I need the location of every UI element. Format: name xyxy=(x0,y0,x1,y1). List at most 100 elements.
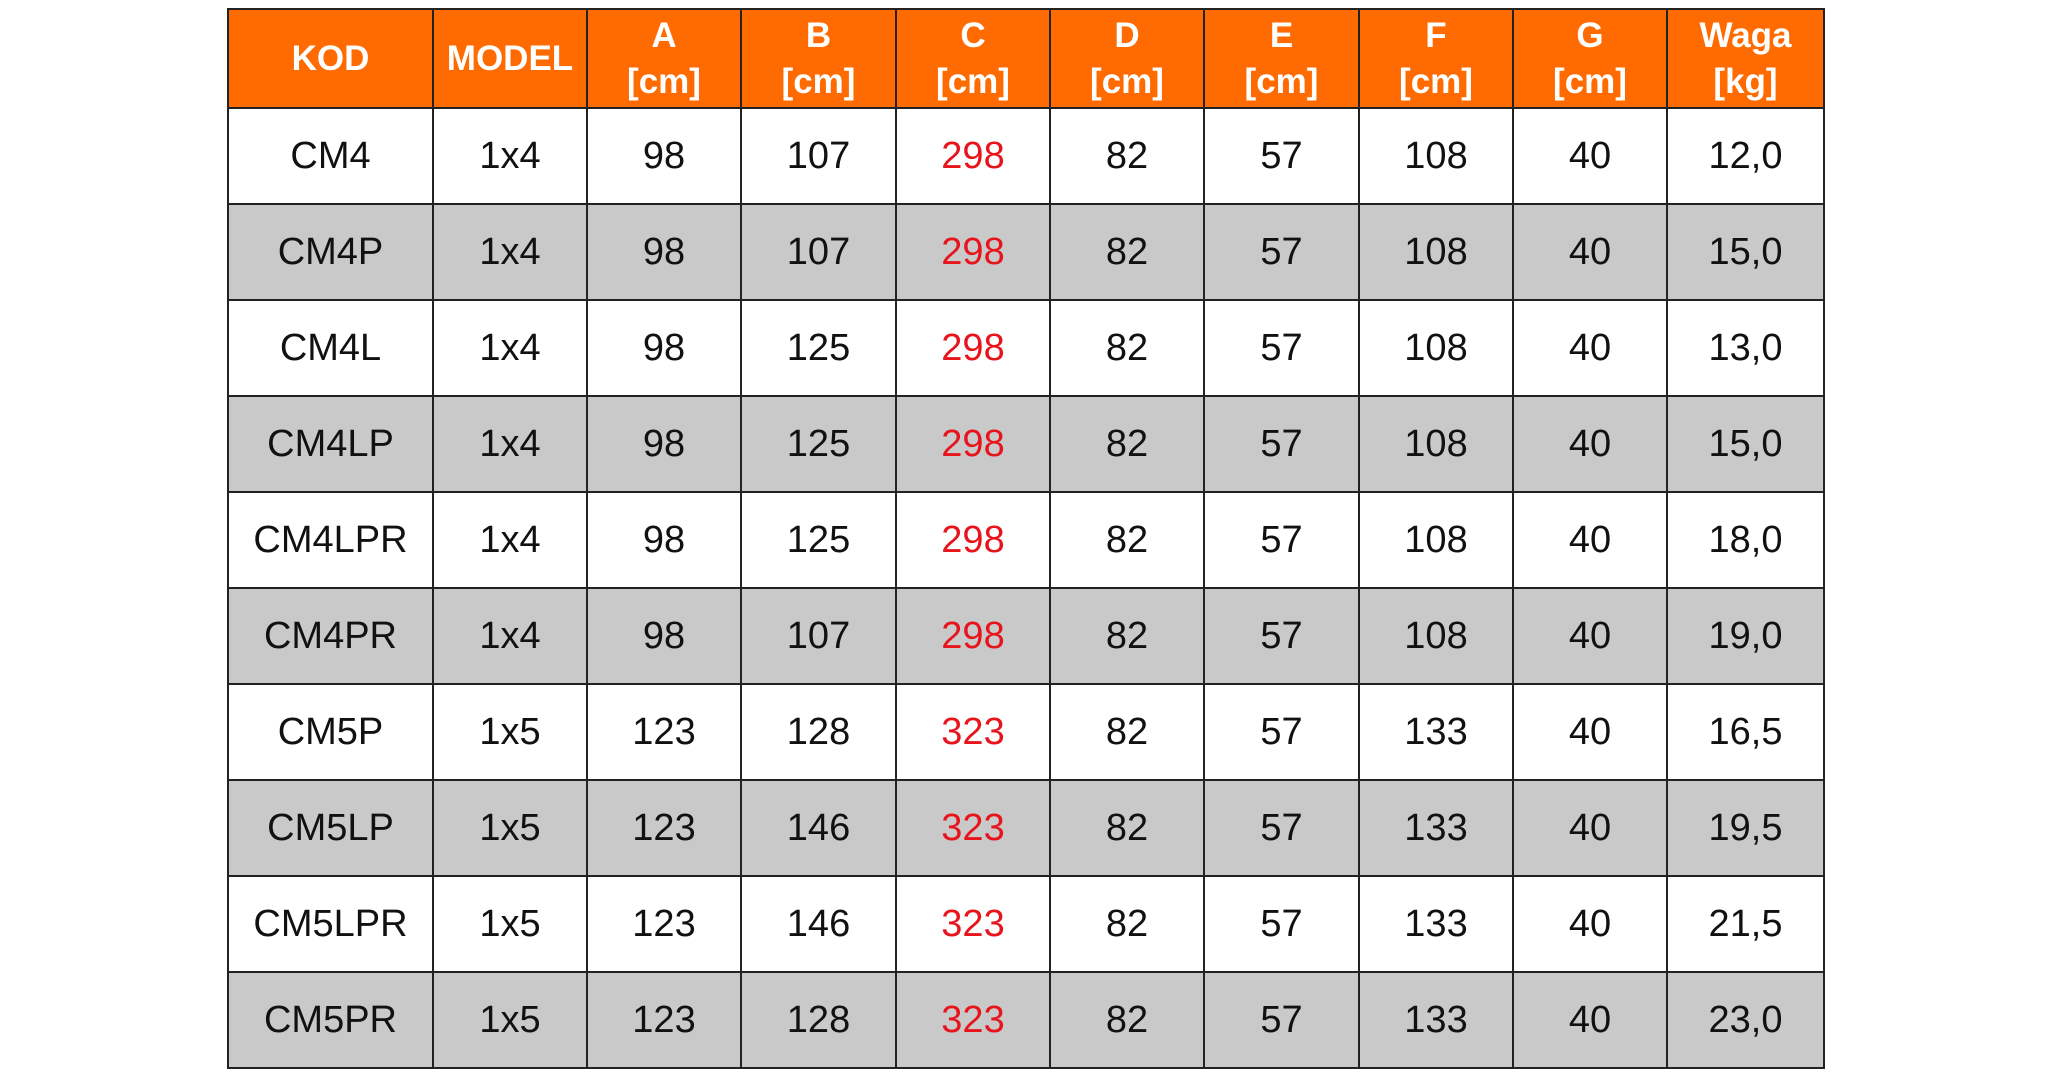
table-cell: CM5P xyxy=(227,683,434,781)
table-cell: 23,0 xyxy=(1666,971,1825,1069)
table-cell: 40 xyxy=(1512,299,1668,397)
header-row: KOD MODEL A [cm] B [cm] C [cm] D [cm] E [cm] F [cm] G [… xyxy=(227,8,1825,109)
table-cell: 1x4 xyxy=(432,395,588,493)
table-cell: 107 xyxy=(740,203,897,301)
table-cell: 1x4 xyxy=(432,491,588,589)
column-header: E [cm] xyxy=(1203,8,1360,109)
column-header-label: F xyxy=(1425,15,1447,55)
table-cell: 1x4 xyxy=(432,203,588,301)
table-cell: 1x4 xyxy=(432,299,588,397)
column-header-unit: [cm] xyxy=(1090,61,1164,101)
table-cell: 57 xyxy=(1203,299,1360,397)
table-cell: 1x5 xyxy=(432,971,588,1069)
table-cell: 123 xyxy=(586,683,742,781)
table-cell: 125 xyxy=(740,395,897,493)
table-cell: 40 xyxy=(1512,683,1668,781)
table-cell: 82 xyxy=(1049,683,1205,781)
table-cell: 82 xyxy=(1049,875,1205,973)
table-cell: 107 xyxy=(740,587,897,685)
table-row: CM4PR 1x4 98 107 298 82 57 108 40 19,0 xyxy=(227,587,1825,685)
table-cell: 82 xyxy=(1049,299,1205,397)
table-cell: 123 xyxy=(586,971,742,1069)
table-cell: 125 xyxy=(740,491,897,589)
column-header-label: A xyxy=(651,15,677,55)
table-cell: 1x4 xyxy=(432,107,588,205)
column-header: KOD xyxy=(227,8,434,109)
table-cell: 133 xyxy=(1358,971,1514,1069)
table-cell: 82 xyxy=(1049,395,1205,493)
table-cell: CM4LP xyxy=(227,395,434,493)
product-dimensions-table: KOD MODEL A [cm] B [cm] C [cm] D [cm] E [cm] F [cm] G [… xyxy=(227,8,1825,1069)
table-cell: 108 xyxy=(1358,587,1514,685)
table-cell: 19,5 xyxy=(1666,779,1825,877)
table-cell: 40 xyxy=(1512,875,1668,973)
table-cell: 57 xyxy=(1203,779,1360,877)
column-header-label: E xyxy=(1269,15,1294,55)
table-cell: CM5LPR xyxy=(227,875,434,973)
table-cell: 98 xyxy=(586,203,742,301)
table-cell: 82 xyxy=(1049,971,1205,1069)
table-row: CM4LPR 1x4 98 125 298 82 57 108 40 18,0 xyxy=(227,491,1825,589)
table-cell: 40 xyxy=(1512,203,1668,301)
table-cell: 40 xyxy=(1512,491,1668,589)
column-header: D [cm] xyxy=(1049,8,1205,109)
table-cell: 82 xyxy=(1049,779,1205,877)
table-cell: 1x5 xyxy=(432,875,588,973)
table-cell: 323 xyxy=(895,779,1051,877)
table-cell: 298 xyxy=(895,491,1051,589)
column-header: F [cm] xyxy=(1358,8,1514,109)
table-cell: CM4LPR xyxy=(227,491,434,589)
table-cell: 298 xyxy=(895,107,1051,205)
table-cell: 57 xyxy=(1203,587,1360,685)
table-cell: 298 xyxy=(895,203,1051,301)
table-cell: CM4P xyxy=(227,203,434,301)
table-cell: 57 xyxy=(1203,683,1360,781)
column-header: G [cm] xyxy=(1512,8,1668,109)
table-cell: 298 xyxy=(895,395,1051,493)
table-cell: 98 xyxy=(586,395,742,493)
table-cell: CM4PR xyxy=(227,587,434,685)
column-header-label: G xyxy=(1576,15,1604,55)
column-header-unit: [cm] xyxy=(1244,61,1319,101)
table-cell: 146 xyxy=(740,779,897,877)
column-header-label: MODEL xyxy=(446,38,574,78)
table-cell: 108 xyxy=(1358,203,1514,301)
table-row: CM4LP 1x4 98 125 298 82 57 108 40 15,0 xyxy=(227,395,1825,493)
table-cell: 19,0 xyxy=(1666,587,1825,685)
table-cell: 16,5 xyxy=(1666,683,1825,781)
table-cell: 98 xyxy=(586,299,742,397)
table-cell: 18,0 xyxy=(1666,491,1825,589)
column-header-unit: [kg] xyxy=(1713,61,1778,101)
table-cell: 123 xyxy=(586,875,742,973)
table-cell: 98 xyxy=(586,587,742,685)
table-cell: 21,5 xyxy=(1666,875,1825,973)
table-cell: 57 xyxy=(1203,875,1360,973)
table-cell: 40 xyxy=(1512,107,1668,205)
column-header-unit: [cm] xyxy=(1399,61,1473,101)
table-row: CM4P 1x4 98 107 298 82 57 108 40 15,0 xyxy=(227,203,1825,301)
table-cell: 323 xyxy=(895,875,1051,973)
table-row: CM5P 1x5 123 128 323 82 57 133 40 16,5 xyxy=(227,683,1825,781)
table-cell: 12,0 xyxy=(1666,107,1825,205)
table-cell: 82 xyxy=(1049,587,1205,685)
table-cell: 15,0 xyxy=(1666,395,1825,493)
table-cell: CM5LP xyxy=(227,779,434,877)
table-cell: 108 xyxy=(1358,299,1514,397)
table-cell: 57 xyxy=(1203,971,1360,1069)
column-header: B [cm] xyxy=(740,8,897,109)
table-row: CM5LP 1x5 123 146 323 82 57 133 40 19,5 xyxy=(227,779,1825,877)
table-cell: 57 xyxy=(1203,491,1360,589)
table-cell: 323 xyxy=(895,971,1051,1069)
table-cell: 108 xyxy=(1358,491,1514,589)
column-header: C [cm] xyxy=(895,8,1051,109)
table-cell: 40 xyxy=(1512,587,1668,685)
table-row: CM4L 1x4 98 125 298 82 57 108 40 13,0 xyxy=(227,299,1825,397)
table-cell: 298 xyxy=(895,299,1051,397)
table-cell: 125 xyxy=(740,299,897,397)
table-cell: 128 xyxy=(740,971,897,1069)
column-header-label: B xyxy=(805,15,832,55)
table-cell: 40 xyxy=(1512,779,1668,877)
table-cell: 1x4 xyxy=(432,587,588,685)
table-row: CM5PR 1x5 123 128 323 82 57 133 40 23,0 xyxy=(227,971,1825,1069)
table-cell: 133 xyxy=(1358,779,1514,877)
